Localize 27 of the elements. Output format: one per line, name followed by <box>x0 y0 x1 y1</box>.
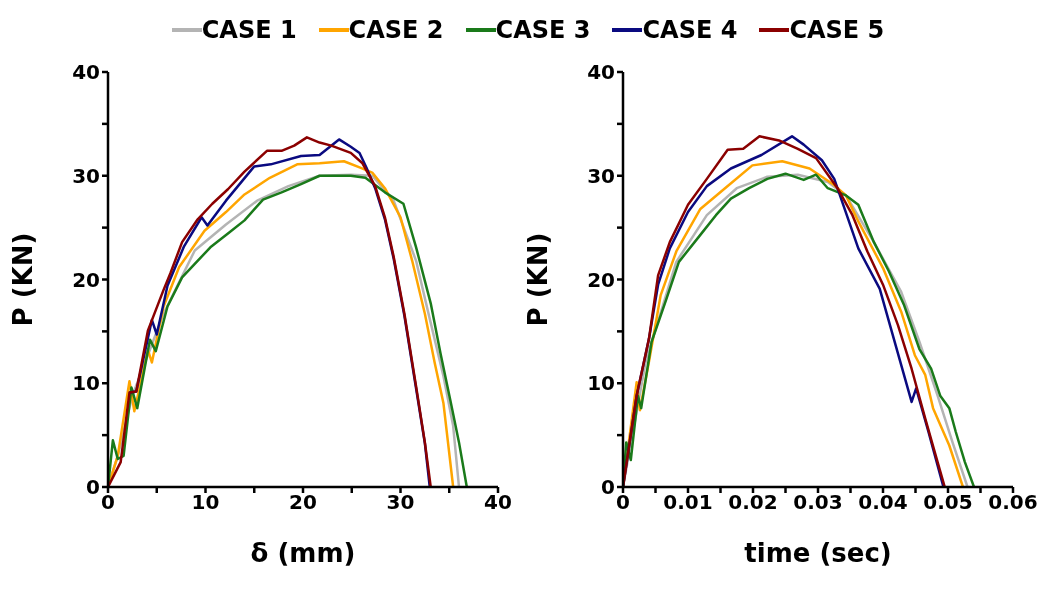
x-tick-label: 0.01 <box>663 490 713 515</box>
x-tick-label: 10 <box>191 490 220 515</box>
y-tick-label: 10 <box>587 371 615 396</box>
legend-label: CASE 5 <box>789 16 885 44</box>
y-tick-label: 20 <box>587 267 615 292</box>
x-tick-label: 0.03 <box>793 490 843 515</box>
y-tick-label: 30 <box>72 163 100 188</box>
y-tick-label: 40 <box>587 60 615 85</box>
x-tick-label: 20 <box>289 490 317 515</box>
x-tick-label: 40 <box>484 490 512 515</box>
legend-label: CASE 3 <box>495 16 591 44</box>
x-tick-label: 0.02 <box>728 490 778 515</box>
y-tick-label: 20 <box>72 267 100 292</box>
y-tick-label: 40 <box>72 60 100 85</box>
x-axis-title: time (sec) <box>744 538 892 568</box>
legend-label: CASE 2 <box>348 16 444 44</box>
x-tick-label: 0.04 <box>858 490 908 515</box>
x-tick-label: 30 <box>386 490 415 515</box>
y-tick-label: 30 <box>587 163 615 188</box>
y-axis-title: P (KN) <box>8 232 39 327</box>
x-tick-label: 0.06 <box>988 490 1038 515</box>
x-tick-label: 0.05 <box>923 490 973 515</box>
legend-label: CASE 1 <box>201 16 297 44</box>
y-tick-label: 10 <box>72 371 100 396</box>
y-axis-title: P (KN) <box>523 232 554 327</box>
x-axis-title: δ (mm) <box>250 538 356 568</box>
legend-label: CASE 4 <box>642 16 738 44</box>
